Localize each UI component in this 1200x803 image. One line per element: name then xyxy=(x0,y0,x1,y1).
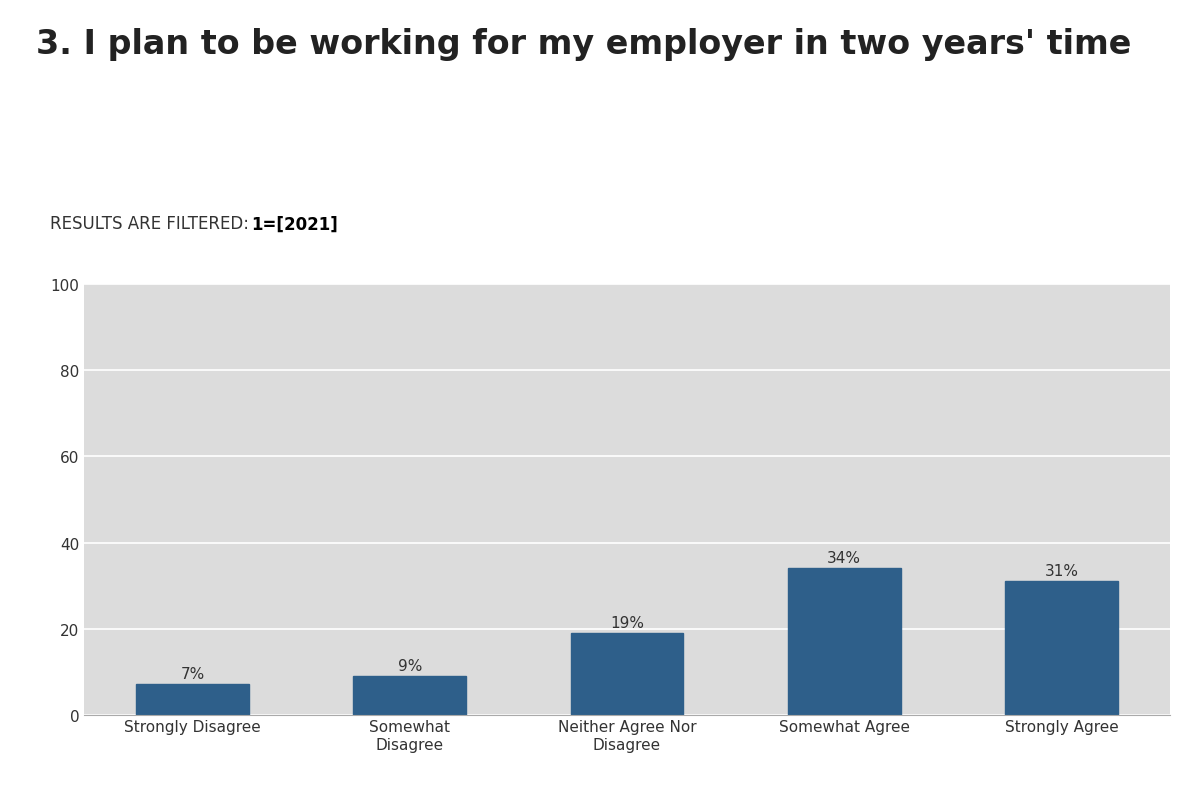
Text: RESULTS ARE FILTERED:: RESULTS ARE FILTERED: xyxy=(49,215,254,233)
Bar xyxy=(787,569,901,715)
Text: 1=[2021]: 1=[2021] xyxy=(252,215,338,233)
Text: 9%: 9% xyxy=(397,658,422,673)
Text: 3. I plan to be working for my employer in two years' time: 3. I plan to be working for my employer … xyxy=(36,28,1132,61)
Bar xyxy=(136,685,250,715)
Text: 34%: 34% xyxy=(827,551,862,565)
Text: 31%: 31% xyxy=(1044,564,1079,578)
Text: 7%: 7% xyxy=(180,666,205,682)
Bar xyxy=(570,633,684,715)
Bar xyxy=(1004,581,1118,715)
Bar xyxy=(353,676,467,715)
Text: 19%: 19% xyxy=(610,615,644,630)
